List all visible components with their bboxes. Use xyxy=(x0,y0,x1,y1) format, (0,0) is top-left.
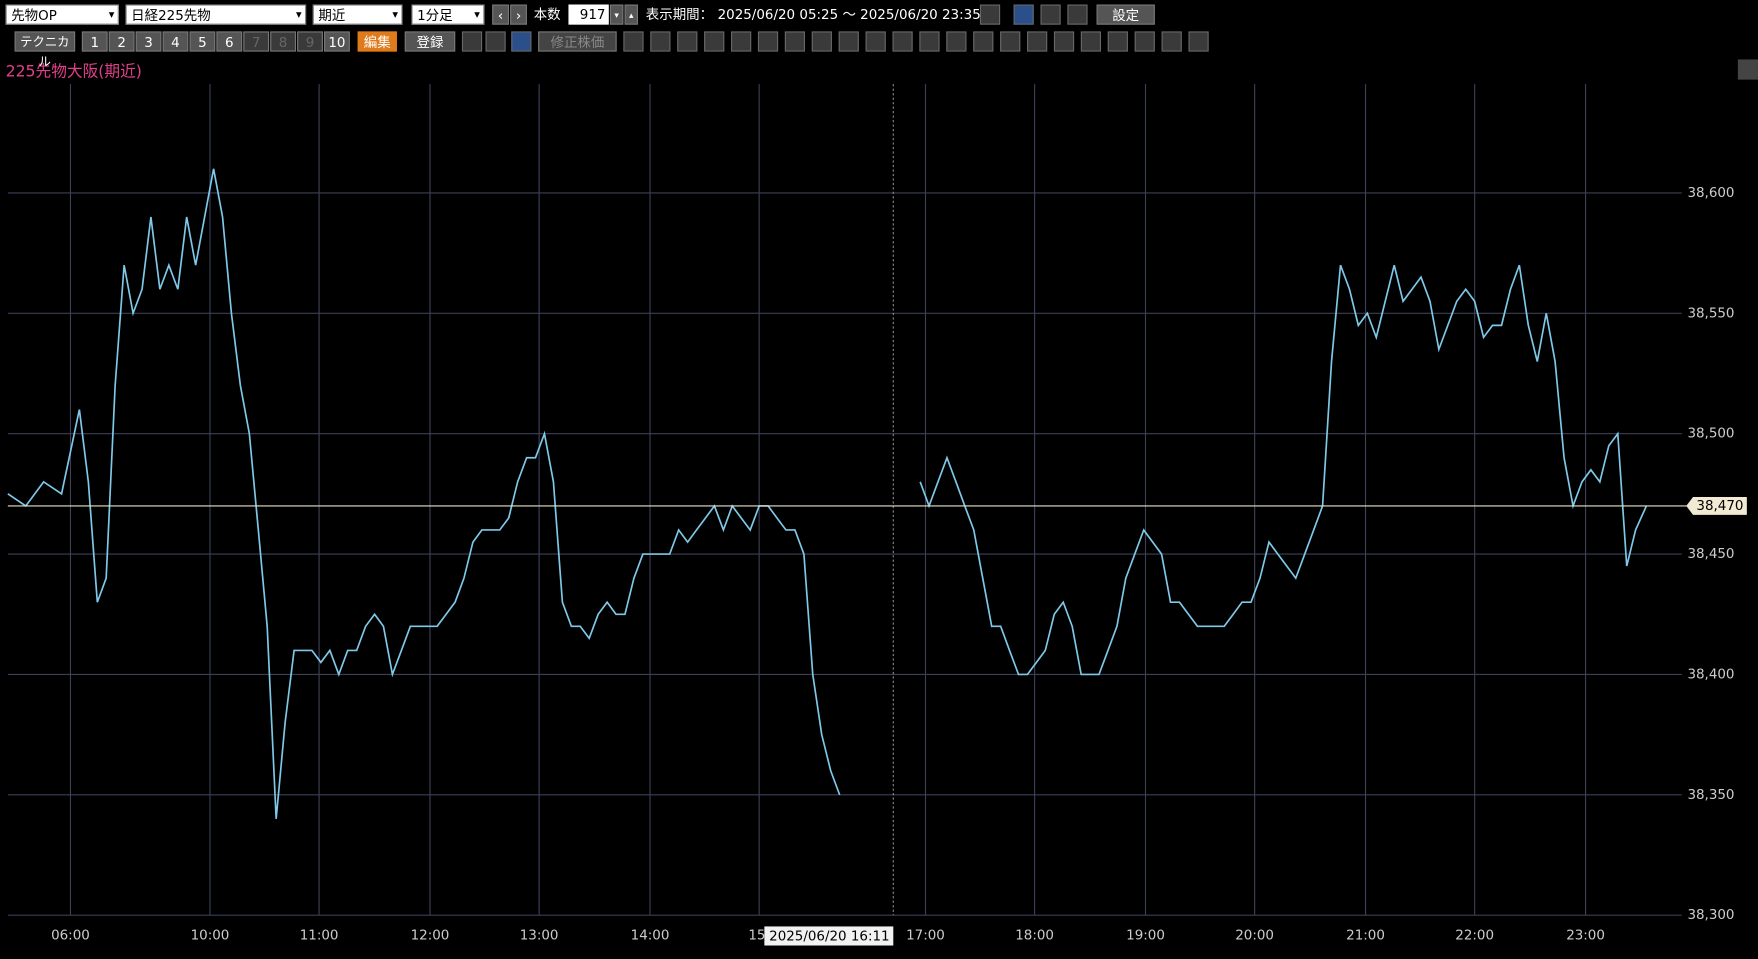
adjusted-button[interactable]: 修正株価 xyxy=(538,31,617,52)
x-tick-label: 17:00 xyxy=(906,928,945,943)
layout-button[interactable]: 2 xyxy=(108,31,135,52)
price-line xyxy=(7,168,1648,819)
tool-icon[interactable] xyxy=(757,31,779,52)
tool-icon[interactable] xyxy=(1080,31,1102,52)
x-tick-label: 23:00 xyxy=(1566,928,1605,943)
tool-icon[interactable] xyxy=(623,31,644,52)
zoom-out-icon[interactable] xyxy=(485,31,506,52)
tool-icon[interactable] xyxy=(1053,31,1075,52)
layout-button[interactable]: 1 xyxy=(81,31,108,52)
layout-button[interactable]: 7 xyxy=(243,31,270,52)
bars-up[interactable]: ▴ xyxy=(624,4,638,25)
tool-icon[interactable] xyxy=(731,31,752,52)
crosshair-icon[interactable] xyxy=(511,31,532,52)
last-price-label: 38,470 xyxy=(1696,499,1743,514)
market-select[interactable]: 先物OP xyxy=(5,4,119,26)
tool-icon[interactable] xyxy=(1027,31,1048,52)
y-tick-label: 38,550 xyxy=(1687,306,1734,321)
layout-button[interactable]: 8 xyxy=(270,31,296,52)
y-tick-label: 38,450 xyxy=(1687,547,1734,562)
tool-icon[interactable] xyxy=(1161,31,1182,52)
period: 2025/06/20 05:25 ～ 2025/06/20 23:35 xyxy=(717,6,981,23)
bars-label: 本数 xyxy=(533,6,561,23)
layout-button[interactable]: 6 xyxy=(216,31,243,52)
x-tick-label: 21:00 xyxy=(1346,928,1385,943)
x-tick-label: 20:00 xyxy=(1235,928,1274,943)
zoom-in-icon[interactable] xyxy=(461,31,483,52)
x-tick-label: 11:00 xyxy=(300,928,339,943)
period-label: 表示期間： xyxy=(645,6,714,23)
x-tick-label: 12:00 xyxy=(411,928,450,943)
layout-button[interactable]: 10 xyxy=(324,31,350,52)
tool-icon[interactable] xyxy=(704,31,725,52)
tool-icon[interactable] xyxy=(865,31,886,52)
y-tick-label: 38,600 xyxy=(1687,186,1734,201)
interval-select[interactable]: 1分足 xyxy=(411,4,485,26)
next-button[interactable]: › xyxy=(510,4,527,25)
layout-button[interactable]: 5 xyxy=(189,31,216,52)
x-tick-label: 13:00 xyxy=(520,928,559,943)
x-tick-label: 22:00 xyxy=(1455,928,1494,943)
chart-title: 225先物大阪(期近) xyxy=(6,61,142,80)
edit-button[interactable]: 編集 xyxy=(357,31,397,52)
layout-button[interactable]: 4 xyxy=(162,31,189,52)
tool-icon[interactable] xyxy=(1134,31,1155,52)
x-tick-label: 06:00 xyxy=(51,928,90,943)
crosshair-label: 2025/06/20 16:11 xyxy=(769,930,889,945)
y-tick-label: 38,400 xyxy=(1687,667,1734,682)
bars-input[interactable]: 917 xyxy=(568,4,609,25)
contract-select[interactable]: 期近 xyxy=(312,4,403,26)
tool-icon[interactable] xyxy=(838,31,859,52)
x-tick-label: 19:00 xyxy=(1126,928,1165,943)
x-tick-label: 10:00 xyxy=(191,928,230,943)
tool-icon[interactable] xyxy=(1188,31,1209,52)
settings-button[interactable]: 設定 xyxy=(1096,4,1155,25)
tool-icon[interactable] xyxy=(811,31,832,52)
tool-icon[interactable] xyxy=(784,31,806,52)
symbol-select[interactable]: 日経225先物 xyxy=(125,4,307,26)
export-icon[interactable] xyxy=(1067,4,1088,25)
tool-icon[interactable] xyxy=(1000,31,1021,52)
crosshair-tag xyxy=(764,926,894,946)
tool-icon[interactable] xyxy=(677,31,698,52)
y-tick-label: 38,500 xyxy=(1687,427,1734,442)
last-price-tag xyxy=(1686,496,1747,515)
tool-icon[interactable] xyxy=(919,31,940,52)
tool-icon[interactable] xyxy=(1107,31,1128,52)
tool-icon[interactable] xyxy=(973,31,994,52)
y-tick-label: 38,350 xyxy=(1687,788,1734,803)
chart-icon[interactable] xyxy=(1013,4,1034,25)
reload-icon[interactable] xyxy=(979,4,1001,25)
print-icon[interactable] xyxy=(1040,4,1061,25)
tool-icon[interactable] xyxy=(650,31,671,52)
bars-down[interactable]: ▾ xyxy=(609,4,624,25)
layout-button[interactable]: 3 xyxy=(135,31,162,52)
tool-icon[interactable] xyxy=(892,31,913,52)
x-tick-label: 18:00 xyxy=(1015,928,1054,943)
y-tick-label: 38,300 xyxy=(1687,908,1734,923)
tool-icon[interactable] xyxy=(946,31,967,52)
prev-button[interactable]: ‹ xyxy=(492,4,510,25)
technical-button[interactable]: テクニカル xyxy=(14,31,76,70)
register-button[interactable]: 登録 xyxy=(404,31,456,52)
layout-button[interactable]: 9 xyxy=(297,31,323,52)
x-tick-label: 14:00 xyxy=(631,928,670,943)
collapse-button[interactable] xyxy=(1737,59,1758,80)
